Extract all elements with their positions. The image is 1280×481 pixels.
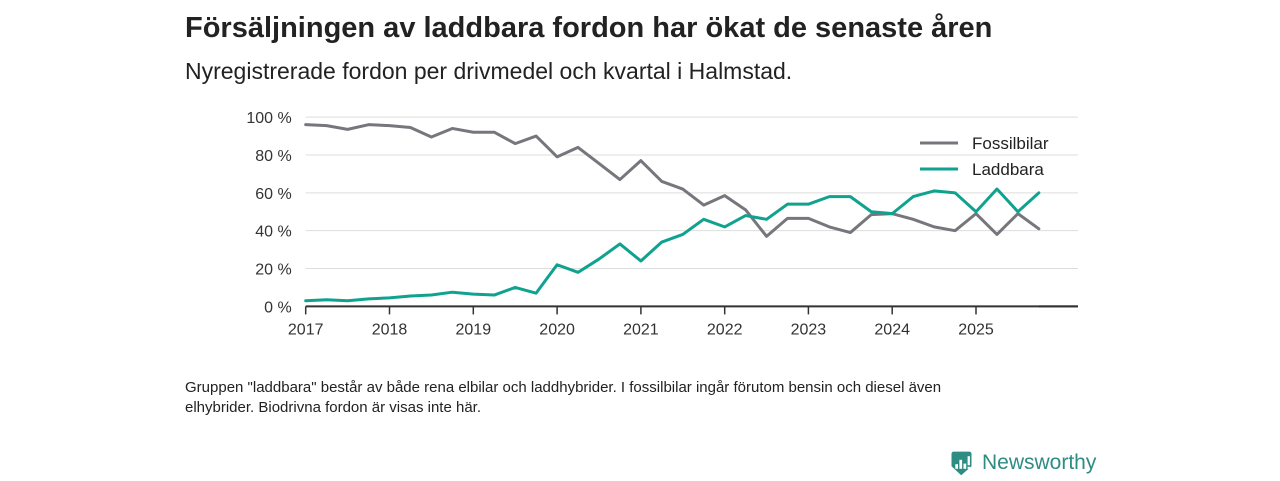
svg-text:100 %: 100 % <box>246 110 291 127</box>
svg-text:20 %: 20 % <box>255 262 291 279</box>
svg-text:Laddbara: Laddbara <box>972 160 1044 179</box>
svg-text:2020: 2020 <box>539 321 575 338</box>
svg-text:40 %: 40 % <box>255 224 291 241</box>
svg-text:Fossilbilar: Fossilbilar <box>972 134 1049 153</box>
svg-text:2023: 2023 <box>791 321 827 338</box>
svg-text:2019: 2019 <box>456 321 492 338</box>
svg-text:2018: 2018 <box>372 321 408 338</box>
svg-text:2025: 2025 <box>958 321 994 338</box>
svg-text:60 %: 60 % <box>255 186 291 203</box>
svg-text:0 %: 0 % <box>264 299 292 316</box>
svg-text:2024: 2024 <box>874 321 910 338</box>
svg-text:2017: 2017 <box>288 321 324 338</box>
svg-text:80 %: 80 % <box>255 148 291 165</box>
svg-text:2021: 2021 <box>623 321 659 338</box>
svg-text:2022: 2022 <box>707 321 743 338</box>
